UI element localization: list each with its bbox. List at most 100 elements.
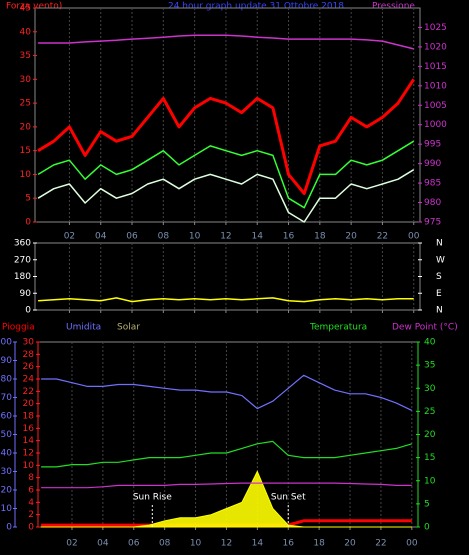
x-tick-label: 16 [283, 539, 295, 549]
y3-tick-label: 30 [1, 467, 13, 477]
x-tick-label: 22 [377, 232, 388, 242]
y3-tick-label: 10 [1, 504, 13, 514]
x-tick-label: 00 [406, 539, 418, 549]
y2-tick-label: 1015 [424, 62, 447, 72]
x-tick-label: 16 [283, 232, 295, 242]
legend-label: Temperatura [309, 323, 367, 333]
plot-frame [34, 7, 421, 223]
y3-tick-label: 20 [1, 486, 13, 496]
y2-tick-label: 985 [424, 179, 441, 189]
y-tick-label: 30 [20, 75, 32, 85]
y-tick-label: 20 [20, 122, 32, 132]
y-tick-label: 40 [20, 27, 32, 37]
y-tick-label: 5 [25, 194, 31, 204]
y-tick-label: 8 [28, 473, 34, 483]
y-tick-label: 180 [14, 272, 31, 282]
y-tick-label: 270 [14, 255, 31, 265]
x-tick-label: 22 [375, 539, 386, 549]
y3-tick-label: 60 [1, 412, 13, 422]
y3-tick-label: 90 [1, 356, 13, 366]
wind-label: Forza vento) [6, 2, 62, 12]
y2-tick-label: 10 [424, 476, 436, 486]
y2-tick-label: 1025 [424, 23, 447, 33]
series-line [41, 482, 412, 489]
series-line [38, 34, 414, 50]
y-tick-label: 35 [20, 51, 31, 61]
pressure-label: Pressione [372, 2, 415, 12]
y-tick-label: 20 [23, 399, 35, 409]
y-tick-label: 0 [25, 306, 31, 316]
y2-tick-label: W [436, 255, 445, 265]
y2-tick-label: 980 [424, 198, 441, 208]
y2-tick-label: 1010 [424, 81, 447, 91]
x-tick-label: 02 [64, 232, 75, 242]
y2-tick-label: N [436, 239, 443, 249]
y-tick-label: 4 [28, 498, 34, 508]
y-tick-label: 10 [20, 170, 32, 180]
y-tick-label: 2 [28, 510, 34, 520]
legend-label: Solar [117, 323, 140, 333]
y3-tick-label: 50 [1, 430, 13, 440]
x-tick-label: 10 [189, 232, 201, 242]
x-tick-label: 06 [128, 539, 140, 549]
y-tick-label: 16 [23, 424, 35, 434]
y-tick-label: 10 [23, 461, 35, 471]
legend-label: Umidita [66, 323, 101, 333]
y2-tick-label: 5 [424, 499, 430, 509]
y3-tick-label: 40 [1, 449, 13, 459]
x-tick-label: 12 [221, 539, 232, 549]
x-tick-label: 08 [158, 232, 170, 242]
y2-tick-label: 25 [424, 407, 435, 417]
y3-tick-label: 100 [0, 338, 12, 348]
y-tick-label: 18 [23, 412, 35, 422]
y2-tick-label: 1000 [424, 120, 447, 130]
y2-tick-label: 30 [424, 384, 436, 394]
y-tick-label: 360 [14, 239, 31, 249]
y2-tick-label: 1020 [424, 42, 447, 52]
x-tick-label: 06 [126, 232, 138, 242]
x-tick-label: 02 [66, 539, 77, 549]
series-line [41, 374, 413, 411]
y-tick-label: 0 [25, 218, 31, 228]
annotation-label: Sun Rise [133, 493, 172, 503]
y-tick-label: 0 [28, 523, 34, 533]
y-tick-label: 6 [28, 486, 34, 496]
chart-title: 24 hour graph update 31 Ottobre 2018 [168, 2, 344, 12]
x-tick-label: 14 [252, 232, 264, 242]
y2-tick-label: 975 [424, 218, 441, 228]
x-tick-label: 10 [190, 539, 202, 549]
y3-tick-label: 0 [6, 523, 12, 533]
x-tick-label: 18 [314, 232, 326, 242]
y2-tick-label: 20 [424, 430, 436, 440]
y-tick-label: 30 [23, 338, 35, 348]
y-tick-label: 15 [20, 146, 31, 156]
series-line [37, 140, 415, 209]
y2-tick-label: 995 [424, 140, 441, 150]
y3-tick-label: 80 [1, 375, 13, 385]
y2-tick-label: E [436, 289, 442, 299]
y2-tick-label: N [436, 306, 443, 316]
y-tick-label: 22 [23, 387, 34, 397]
series-line [37, 169, 415, 223]
y2-tick-label: 0 [424, 523, 430, 533]
y-tick-label: 12 [23, 449, 34, 459]
x-tick-label: 00 [408, 232, 420, 242]
y-tick-label: 45 [20, 4, 31, 14]
series-line [37, 78, 415, 195]
y2-tick-label: 15 [424, 453, 435, 463]
annotation-label: Sun Set [271, 493, 306, 503]
y2-tick-label: 1005 [424, 101, 447, 111]
series-line [38, 297, 414, 303]
legend-label: Pioggia [2, 323, 35, 333]
x-tick-label: 08 [159, 539, 171, 549]
y-tick-label: 24 [23, 375, 35, 385]
y-tick-label: 28 [23, 350, 35, 360]
x-tick-label: 04 [95, 232, 107, 242]
y-tick-label: 25 [20, 99, 31, 109]
y2-tick-label: 40 [424, 338, 436, 348]
y-tick-label: 14 [23, 436, 35, 446]
x-tick-label: 18 [313, 539, 325, 549]
y2-tick-label: 990 [424, 159, 441, 169]
